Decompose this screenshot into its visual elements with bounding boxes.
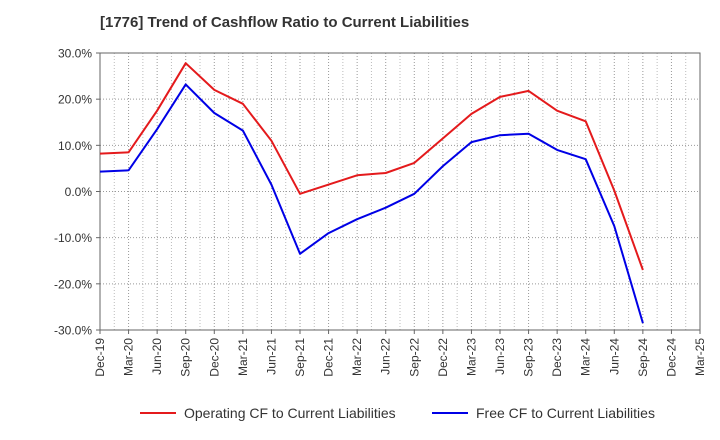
x-tick-label: Dec-20: [207, 338, 221, 377]
legend-label-operating-cf: Operating CF to Current Liabilities: [184, 405, 396, 421]
y-tick-label: 0.0%: [65, 185, 93, 199]
x-tick-label: Dec-24: [664, 338, 678, 377]
grid: [99, 52, 701, 331]
x-tick-label: Dec-22: [436, 338, 450, 377]
y-tick-label: 30.0%: [58, 47, 92, 61]
x-tick-label: Dec-23: [550, 338, 564, 377]
legend-item-free-cf: Free CF to Current Liabilities: [432, 405, 655, 421]
tick-labels: 30.0%20.0%10.0%0.0%-10.0%-20.0%-30.0%Dec…: [54, 47, 707, 377]
x-tick-label: Jun-20: [150, 338, 164, 375]
x-tick-label: Jun-21: [264, 338, 278, 375]
series: [99, 62, 644, 324]
legend-swatch-operating-cf: [140, 412, 176, 414]
x-tick-label: Jun-22: [379, 338, 393, 375]
legend-label-free-cf: Free CF to Current Liabilities: [476, 405, 655, 421]
x-tick-label: Sep-23: [522, 338, 536, 377]
legend-item-operating-cf: Operating CF to Current Liabilities: [140, 405, 396, 421]
x-tick-label: Sep-20: [179, 338, 193, 377]
x-tick-label: Sep-22: [407, 338, 421, 377]
y-tick-label: -30.0%: [54, 324, 92, 338]
x-tick-label: Jun-24: [607, 338, 621, 375]
series-line-free-cf: [99, 83, 644, 324]
y-tick-label: 20.0%: [58, 93, 92, 107]
x-tick-label: Mar-24: [579, 338, 593, 376]
x-tick-label: Mar-20: [122, 338, 136, 376]
y-tick-label: 10.0%: [58, 139, 92, 153]
axes: [96, 52, 701, 334]
x-tick-label: Dec-21: [322, 338, 336, 377]
y-tick-label: -20.0%: [54, 277, 92, 291]
x-tick-label: Mar-21: [236, 338, 250, 376]
x-tick-label: Mar-22: [350, 338, 364, 376]
x-tick-label: Dec-19: [93, 338, 107, 377]
x-tick-label: Mar-23: [464, 338, 478, 376]
x-tick-label: Jun-23: [493, 338, 507, 375]
legend-swatch-free-cf: [432, 412, 468, 414]
x-tick-label: Sep-24: [636, 338, 650, 377]
x-tick-label: Sep-21: [293, 338, 307, 377]
y-tick-label: -10.0%: [54, 231, 92, 245]
series-line-operating-cf: [99, 62, 644, 271]
chart-title: [1776] Trend of Cashflow Ratio to Curren…: [100, 14, 470, 31]
x-tick-label: Mar-25: [693, 338, 707, 376]
